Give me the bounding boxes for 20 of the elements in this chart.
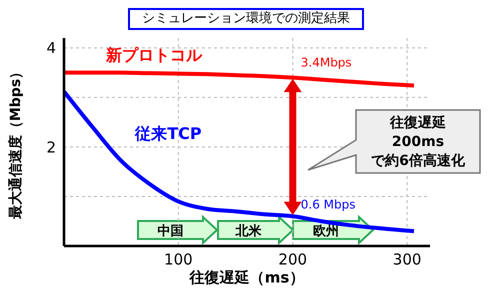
- annotation: 北米: [234, 224, 262, 239]
- annotation: 3.4Mbps: [300, 56, 352, 70]
- x-tick-label: 100: [164, 250, 193, 269]
- x-tick-label: 200: [278, 250, 308, 269]
- y-axis-title: 最大通信速度（Mbps）: [7, 64, 24, 220]
- arrow-shape: 欧州: [292, 214, 374, 246]
- y-tick-label: 2: [46, 138, 56, 156]
- series-label: 従来TCP: [134, 124, 202, 143]
- arrow-shape: 北米: [217, 214, 294, 246]
- arrow-shape: 中国: [137, 214, 218, 246]
- annotation: 0.6 Mbps: [300, 197, 356, 212]
- annotation: 中国: [158, 224, 184, 239]
- chart-title: シミュレーション環境での測定結果: [128, 8, 364, 30]
- series-label: 新プロトコル: [105, 46, 203, 65]
- annotation: 往復遅延 200ms で約6倍高速化: [371, 115, 466, 169]
- x-tick-label: 300: [392, 250, 422, 269]
- x-axis-title: 往復遅延（ms）: [188, 268, 304, 287]
- line-series: [64, 70, 416, 88]
- annotation: 欧州: [313, 224, 339, 239]
- y-tick-label: 4: [46, 39, 56, 58]
